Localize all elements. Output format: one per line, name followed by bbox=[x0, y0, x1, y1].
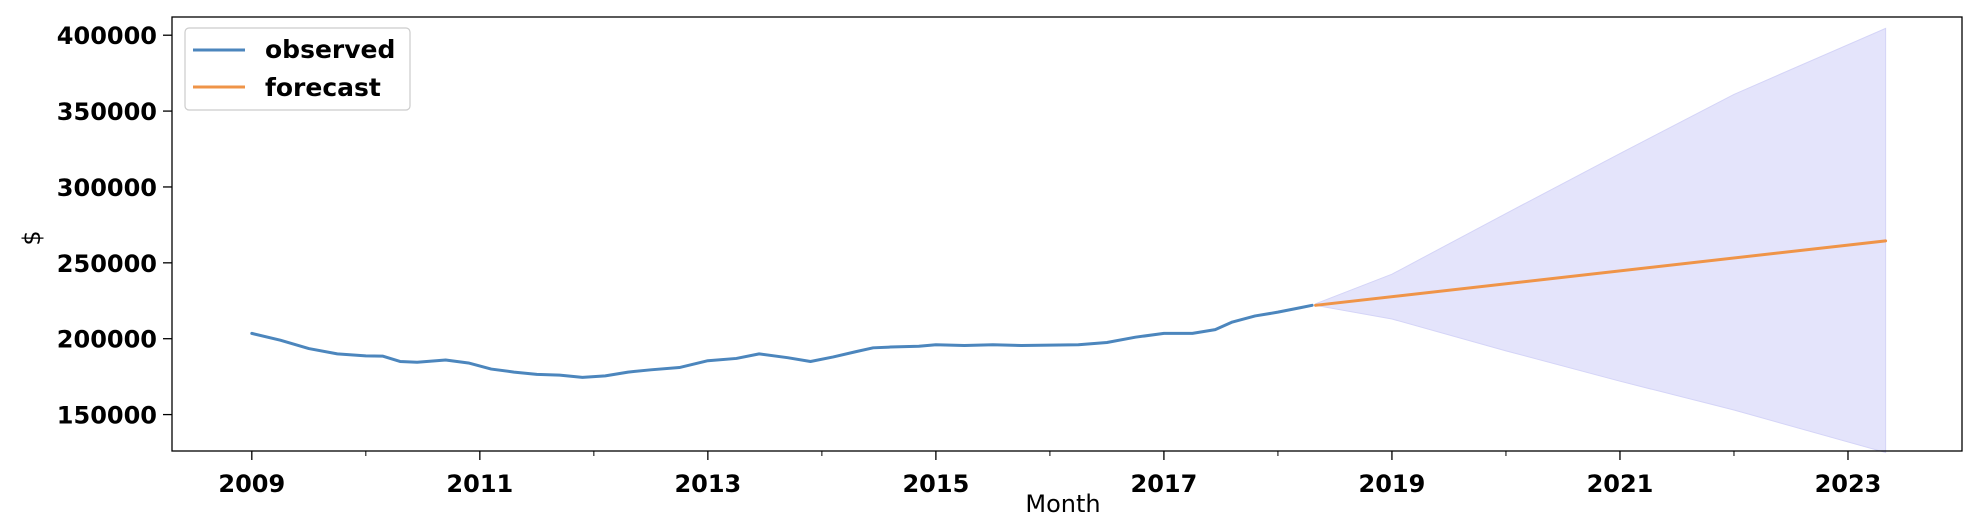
y-tick-label: 200000 bbox=[57, 326, 157, 354]
y-tick-label: 150000 bbox=[57, 402, 157, 430]
x-axis-ticks: 2009 2011 2013 2015 2017 2019 2021 2023 bbox=[218, 451, 1881, 498]
series-line-observed bbox=[250, 303, 1314, 379]
legend-label-forecast: forecast bbox=[265, 73, 381, 102]
series-line-forecast bbox=[1314, 239, 1888, 307]
y-tick-label: 300000 bbox=[57, 174, 157, 202]
legend: observed forecast bbox=[184, 27, 411, 111]
x-tick-label: 2015 bbox=[902, 470, 969, 498]
plot-area-frame bbox=[171, 16, 1963, 452]
x-tick-label: 2011 bbox=[446, 470, 513, 498]
y-tick-label: 350000 bbox=[57, 98, 157, 126]
x-tick-label: 2021 bbox=[1587, 470, 1654, 498]
y-tick-label: 400000 bbox=[57, 22, 157, 50]
x-tick-label: 2017 bbox=[1131, 470, 1198, 498]
x-tick-label: 2013 bbox=[674, 470, 741, 498]
y-axis-label: $ bbox=[18, 230, 46, 245]
series-line-layer bbox=[250, 239, 1888, 379]
legend-label-observed: observed bbox=[265, 35, 395, 64]
x-tick-label: 2023 bbox=[1815, 470, 1882, 498]
x-axis-label: Month bbox=[1025, 490, 1100, 518]
x-tick-label: 2019 bbox=[1359, 470, 1426, 498]
x-tick-label: 2009 bbox=[218, 470, 285, 498]
y-tick-label: 250000 bbox=[57, 250, 157, 278]
confidence-band bbox=[1315, 27, 1887, 454]
y-axis-ticks: 150000 200000 250000 300000 350000 400000 bbox=[57, 22, 172, 430]
confidence-band-layer bbox=[1315, 27, 1887, 454]
